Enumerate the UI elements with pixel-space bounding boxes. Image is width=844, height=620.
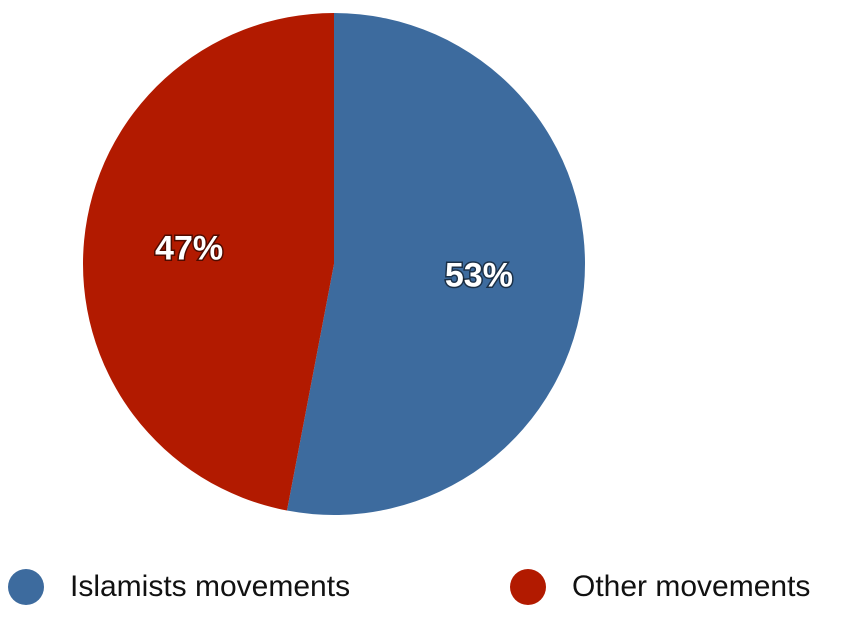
legend: Islamists movements Other movements bbox=[0, 565, 844, 615]
slice-label-other: 47% bbox=[155, 229, 223, 267]
legend-swatch-islamists bbox=[8, 569, 44, 605]
slice-islamists bbox=[286, 13, 585, 515]
legend-swatch-other bbox=[510, 569, 546, 605]
legend-item-other: Other movements bbox=[510, 565, 810, 609]
legend-label-other: Other movements bbox=[572, 570, 811, 603]
slice-other bbox=[82, 13, 335, 511]
legend-item-islamists: Islamists movements bbox=[8, 565, 350, 609]
slice-labels: 53% 47% bbox=[154, 228, 515, 296]
legend-label-islamists: Islamists movements bbox=[70, 570, 351, 603]
slice-label-islamists: 53% bbox=[445, 257, 513, 295]
pie-slices bbox=[82, 13, 585, 515]
